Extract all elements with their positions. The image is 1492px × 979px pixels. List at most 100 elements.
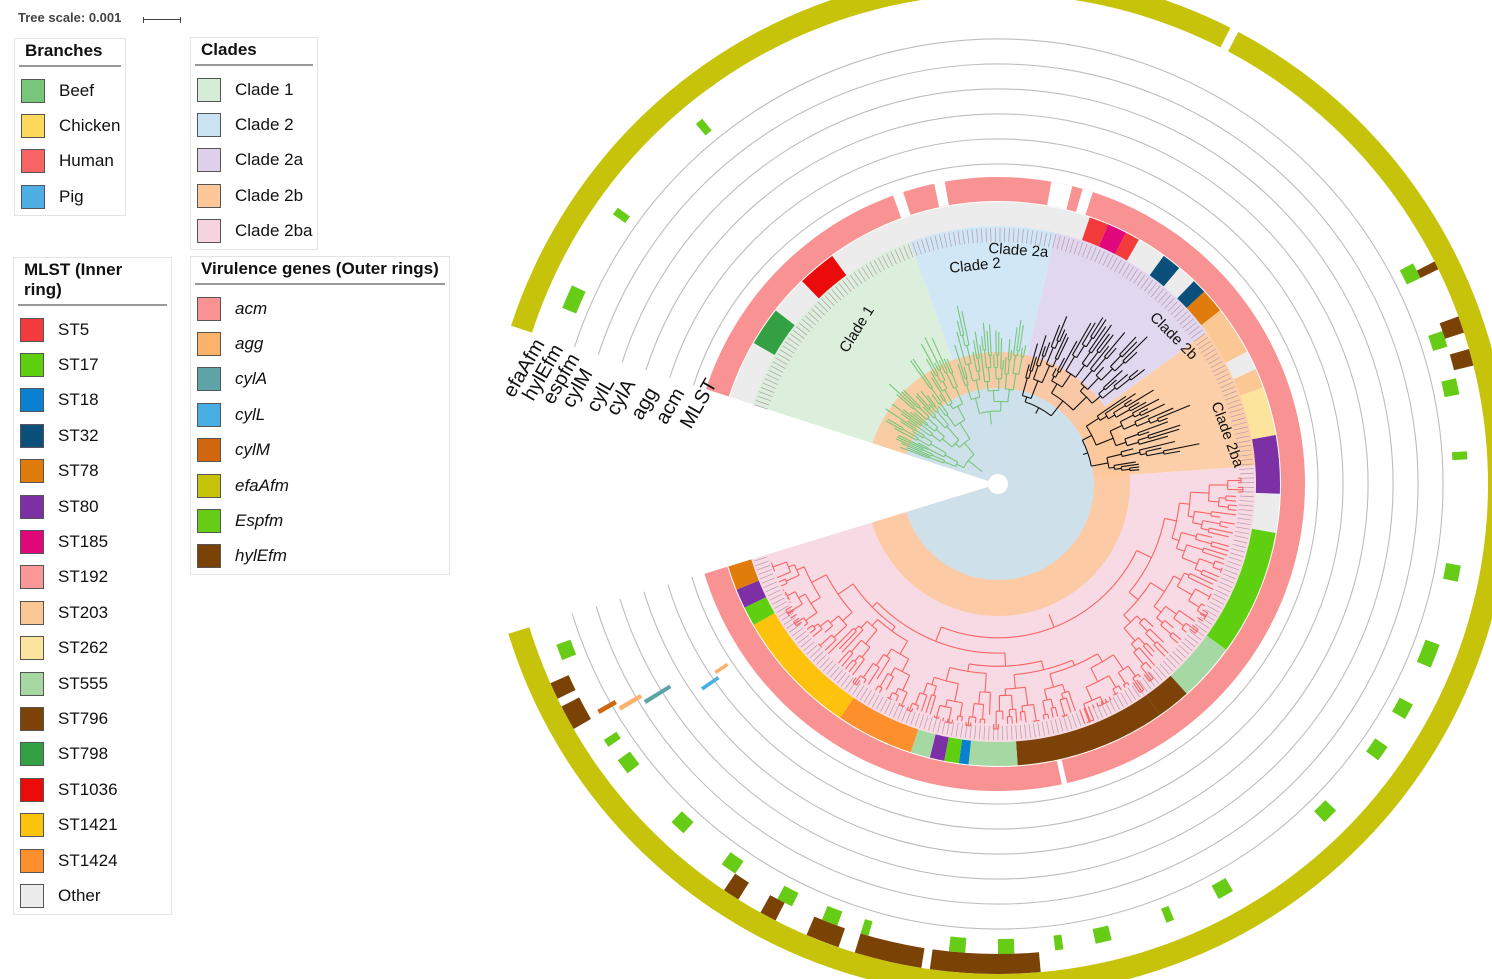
tree-branch [1218,505,1229,508]
tip-label-tick [1021,229,1024,244]
tree-branch [790,613,797,619]
tip-label-tick [1092,706,1099,720]
tree-branch [1007,389,1010,403]
tip-label-tick [807,311,819,322]
legend-label: cylM [235,440,270,460]
legend-item: cylL [191,397,449,432]
tree-branch [911,708,914,712]
tree-branch [1194,510,1212,515]
tree-branch [1124,399,1132,405]
tree-branch [1228,508,1237,511]
tree-branch [1051,383,1058,394]
legend-label: efaAfm [235,475,289,495]
tip-label-tick [1156,666,1167,678]
tree-branch [1019,711,1022,721]
tree-branch [1211,541,1230,547]
legend-label: ST203 [58,602,109,622]
tip-label-tick [1112,696,1120,710]
tree-branch [1127,665,1136,677]
tree-branch [1187,573,1191,578]
tree-branch [1011,695,1014,710]
tip-label-tick [1041,721,1045,736]
tree-branch [922,448,924,451]
tree-branch [1137,421,1169,434]
tip-label-tick [766,374,780,381]
tree-branch [1056,339,1060,343]
tip-label-tick [1229,552,1244,558]
tip-label-tick [1237,517,1252,521]
tree-branch [1207,484,1210,502]
tip-label-tick [842,280,852,292]
tip-label-tick [822,660,834,672]
tree-branch [1092,319,1107,340]
tip-label-tick [1136,274,1146,287]
tip-label-tick [930,236,935,251]
tree-branch [833,624,848,638]
tip-label-tick [1219,581,1233,588]
tree-branch [1184,572,1190,576]
tip-label-tick [833,669,844,681]
tree-branch [891,403,921,426]
tip-label-tick [1017,228,1020,243]
tree-branch [827,627,855,655]
espfm-tick [671,811,694,834]
tree-branch [1210,515,1221,518]
tree-branch [1080,370,1093,385]
tree-branch [901,427,904,431]
tree-branch [944,400,949,407]
tree-branch [1057,357,1065,372]
tree-branch [876,658,891,680]
tree-branch [945,371,955,389]
tree-branch [895,438,923,452]
tree-branch [942,388,948,392]
tree-branch [1136,549,1152,559]
tip-label-tick [755,560,769,566]
tree-branch [1134,413,1141,418]
tip-label-tick [1157,291,1168,303]
mlst-ring-segment [1170,635,1227,694]
tip-label-tick [951,721,955,736]
tree-branch [1145,632,1156,644]
tip-label-tick [1102,253,1110,266]
tree-branch [1098,388,1105,395]
legend-item: cylA [191,362,449,397]
tree-branch [813,623,819,628]
mlst-ring-segment [753,310,795,355]
tree-branch [986,330,990,356]
tip-label-tick [1238,458,1253,461]
legend-item: ST1036 [14,772,171,807]
tree-branch [1136,679,1145,691]
tree-branch [786,561,792,573]
tree-branch [1021,705,1024,712]
tree-branch [890,667,896,676]
tip-label-tick [754,404,768,410]
tree-branch [917,438,930,447]
tree-branch [1022,345,1027,358]
tree-branch [1045,347,1054,365]
legend-label: ST1421 [58,815,118,835]
tip-label-tick [753,556,768,562]
tree-branch [1095,366,1104,376]
tree-branch [1113,654,1124,670]
tree-branch [798,593,806,599]
tree-branch [914,692,921,705]
tree-branch [949,404,954,410]
tree-branch [1196,610,1207,617]
tree-branch [943,399,946,402]
tree-branch [1185,622,1198,632]
tree-branch [1014,659,1073,676]
tree-branch [977,371,981,380]
tree-branch [841,652,854,667]
tree-branch [1123,614,1131,623]
tree-branch [1145,642,1155,652]
tip-label-tick [1179,314,1191,325]
tree-branch [916,705,920,711]
tree-branch [1041,365,1051,383]
tip-label-tick [1090,247,1097,261]
tip-label-tick [1236,440,1251,444]
tree-branch [1148,407,1174,420]
gene-mark [643,684,672,704]
tree-branch [1042,714,1045,720]
tree-branch [973,340,978,359]
tree-branch [939,369,946,381]
